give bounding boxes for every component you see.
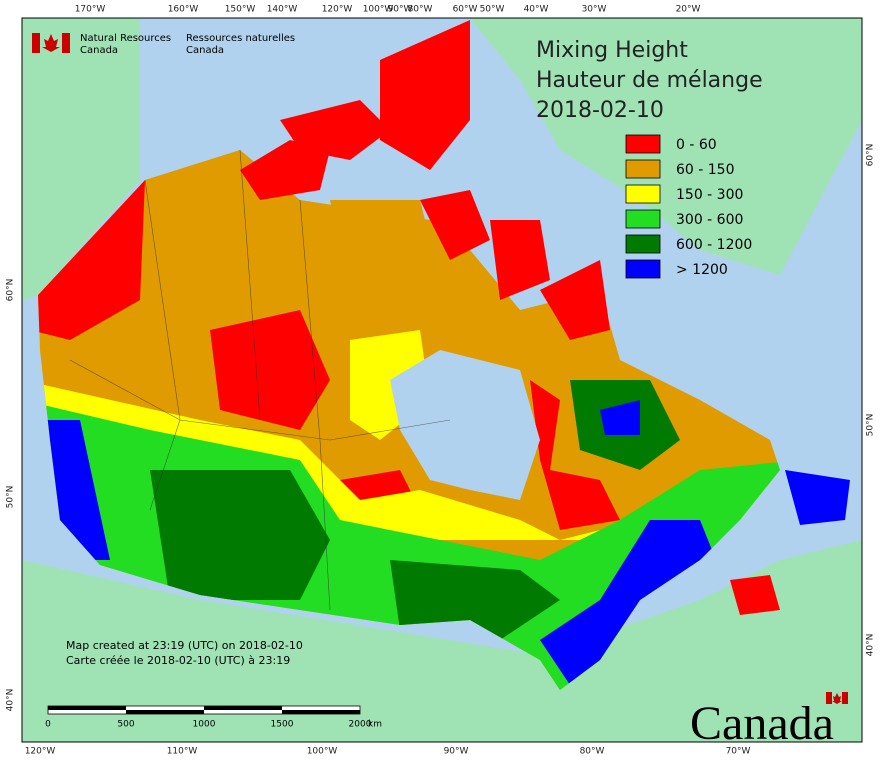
- arctic-islands: [240, 20, 610, 340]
- longitude-label: 100°W: [363, 5, 394, 15]
- scale-label: 0: [45, 720, 51, 730]
- legend-label: 600 - 1200: [676, 237, 752, 253]
- longitude-label: 80°W: [408, 5, 433, 15]
- legend-swatch: [625, 234, 661, 254]
- longitude-label: 40°W: [524, 5, 549, 15]
- agency-fr: Canada: [186, 45, 224, 56]
- longitude-label: 30°W: [582, 5, 607, 15]
- scale-label: 2000: [349, 720, 372, 730]
- longitude-label: 80°W: [580, 747, 605, 757]
- legend-label: 150 - 300: [676, 187, 743, 203]
- title: 2018-02-10: [536, 98, 664, 123]
- latitude-label: 50°N: [6, 486, 16, 509]
- longitude-label: 160°W: [168, 5, 199, 15]
- scale-label: 500: [117, 720, 134, 730]
- agency-logo: [32, 33, 70, 53]
- longitude-label: 50°W: [480, 5, 505, 15]
- longitude-label: 140°W: [267, 5, 298, 15]
- wordmark: Canada: [690, 697, 834, 750]
- agency-fr: Ressources naturelles: [186, 33, 295, 44]
- scale-bar: [47, 705, 361, 715]
- longitude-label: 150°W: [225, 5, 256, 15]
- legend-swatch: [625, 184, 661, 204]
- scale-label: 1500: [271, 720, 294, 730]
- longitude-label: 20°W: [676, 5, 701, 15]
- latitude-label: 60°N: [6, 279, 16, 302]
- latitude-label: 40°N: [6, 689, 16, 712]
- legend-swatch: [625, 259, 661, 279]
- scale-unit: km: [368, 720, 382, 730]
- legend-label: 60 - 150: [676, 162, 735, 178]
- credit: Carte créée le 2018-02-10 (UTC) à 23:19: [66, 654, 290, 667]
- longitude-label: 90°W: [388, 5, 413, 15]
- scale-label: 1000: [193, 720, 216, 730]
- longitude-label: 120°W: [25, 747, 56, 757]
- longitude-label: 120°W: [322, 5, 353, 15]
- longitude-label: 60°W: [453, 5, 478, 15]
- credit: Map created at 23:19 (UTC) on 2018-02-10: [66, 639, 303, 652]
- latitude-label: 60°N: [866, 144, 876, 167]
- legend-swatch: [625, 209, 661, 229]
- legend-swatch: [625, 159, 661, 179]
- legend-label: 0 - 60: [676, 137, 717, 153]
- agency-en: Canada: [80, 45, 118, 56]
- boundaries: [69, 149, 451, 611]
- latitude-label: 50°N: [866, 414, 876, 437]
- latitude-label: 40°N: [866, 634, 876, 657]
- legend-label: 300 - 600: [676, 212, 743, 228]
- longitude-label: 170°W: [75, 5, 106, 15]
- longitude-label: 100°W: [307, 747, 338, 757]
- title: Hauteur de mélange: [536, 68, 763, 93]
- legend-swatch: [625, 134, 661, 154]
- title: Mixing Height: [536, 38, 688, 63]
- agency-en: Natural Resources: [80, 33, 171, 44]
- longitude-label: 110°W: [167, 747, 198, 757]
- basemap: [22, 18, 862, 742]
- longitude-label: 90°W: [444, 747, 469, 757]
- longitude-label: 70°W: [726, 747, 751, 757]
- wordmark-flag: [826, 692, 848, 704]
- legend-label: > 1200: [676, 262, 728, 278]
